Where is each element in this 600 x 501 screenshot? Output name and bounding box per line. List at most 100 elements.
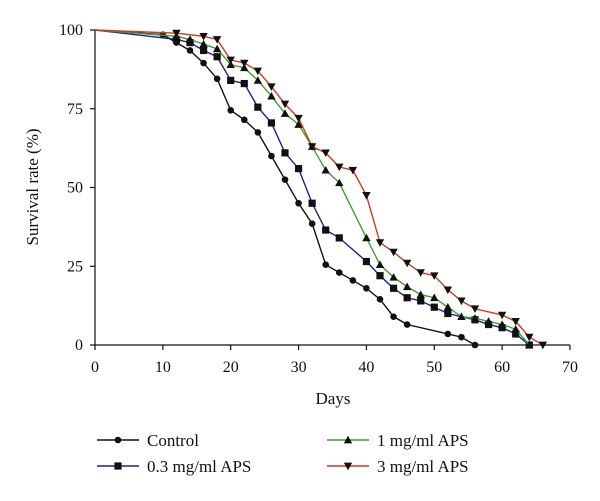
legend-item: 3 mg/ml APS <box>327 457 469 476</box>
data-point <box>389 284 398 292</box>
data-point <box>471 341 479 349</box>
data-point <box>212 44 222 53</box>
data-point <box>348 166 358 175</box>
data-point <box>389 248 398 257</box>
data-point <box>199 39 208 48</box>
data-point <box>390 313 397 320</box>
data-point <box>512 330 520 338</box>
series-4 <box>94 29 548 350</box>
x-tick-label: 10 <box>155 359 171 376</box>
data-point <box>294 120 303 128</box>
data-point <box>213 53 221 61</box>
data-point <box>199 32 208 41</box>
data-point <box>389 273 398 281</box>
data-point <box>376 272 384 280</box>
data-point <box>308 220 316 228</box>
data-point <box>362 233 371 242</box>
data-point <box>335 234 343 242</box>
data-point <box>403 294 411 302</box>
series-3 <box>94 29 534 349</box>
data-point <box>240 116 248 124</box>
data-point <box>322 226 330 234</box>
data-point <box>430 293 439 302</box>
data-point <box>307 143 317 151</box>
y-axis-label: Survival rate (%) <box>23 128 42 245</box>
data-point <box>212 36 222 44</box>
data-point <box>267 83 276 91</box>
data-point <box>268 152 275 160</box>
data-point <box>267 91 276 100</box>
legend-item: Control <box>97 431 199 450</box>
series-2 <box>94 29 533 349</box>
data-point <box>267 119 276 127</box>
data-point <box>294 165 303 173</box>
data-point <box>416 269 425 277</box>
data-point <box>253 67 263 76</box>
data-point <box>308 199 316 207</box>
data-point <box>226 56 235 65</box>
data-point <box>430 303 438 311</box>
legend-label: 1 mg/ml APS <box>377 431 469 450</box>
data-point <box>254 129 262 136</box>
series-line <box>94 29 530 346</box>
series-group <box>94 29 548 350</box>
data-point <box>376 296 384 303</box>
data-point <box>294 114 303 123</box>
legend-item: 0.3 mg/ml APS <box>97 457 251 476</box>
x-tick-label: 20 <box>223 359 239 376</box>
data-point <box>335 163 344 172</box>
y-tick-label: 50 <box>67 180 83 197</box>
data-point <box>443 286 453 295</box>
data-point <box>254 103 262 111</box>
legend-marker <box>114 462 122 470</box>
data-point <box>200 59 207 67</box>
legend-marker <box>114 436 122 444</box>
data-point <box>280 109 290 117</box>
data-point <box>172 29 181 38</box>
series-line <box>94 29 544 346</box>
data-point <box>484 317 493 325</box>
data-point <box>321 165 330 174</box>
x-tick-label: 60 <box>494 359 510 376</box>
data-point <box>281 149 289 157</box>
y-tick-label: 25 <box>67 258 83 275</box>
y-tick-label: 75 <box>67 101 83 118</box>
series-1 <box>94 29 479 349</box>
data-point <box>363 285 370 292</box>
data-point <box>213 75 221 83</box>
data-point <box>525 333 534 342</box>
data-point <box>362 257 371 266</box>
data-point <box>227 76 235 84</box>
data-point <box>349 277 357 284</box>
data-point <box>322 261 330 268</box>
data-point <box>227 107 235 114</box>
data-point <box>240 63 249 72</box>
data-point <box>335 178 344 187</box>
data-point <box>362 192 371 200</box>
data-point <box>458 333 465 341</box>
x-tick-label: 30 <box>291 359 307 376</box>
legend-label: 0.3 mg/ml APS <box>147 457 251 476</box>
data-point <box>403 321 411 328</box>
y-tick-label: 0 <box>75 337 83 354</box>
data-point <box>375 239 385 247</box>
data-point <box>281 176 289 183</box>
axes: 0 10 20 30 40 50 60 70 0 25 50 75 100 <box>59 22 578 376</box>
data-point <box>470 305 480 313</box>
data-point <box>430 272 439 280</box>
data-point <box>402 282 412 291</box>
data-point <box>226 60 235 69</box>
data-point <box>443 303 453 311</box>
y-tick-label: 100 <box>59 22 83 39</box>
data-point <box>511 318 520 326</box>
data-point <box>253 76 263 84</box>
data-point <box>416 290 425 298</box>
data-point <box>240 59 249 68</box>
x-tick-label: 70 <box>562 359 578 376</box>
data-point <box>417 297 425 305</box>
legend-marker <box>343 435 353 444</box>
data-point <box>199 46 208 55</box>
data-point <box>538 341 548 350</box>
